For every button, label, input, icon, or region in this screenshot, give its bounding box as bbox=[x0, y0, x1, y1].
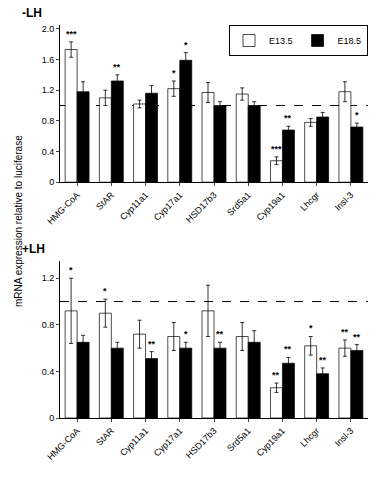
svg-text:Lhcgr: Lhcgr bbox=[298, 426, 321, 449]
svg-text:Insl-3: Insl-3 bbox=[333, 190, 356, 213]
svg-text:Cyp11a1: Cyp11a1 bbox=[118, 426, 150, 458]
svg-text:**: ** bbox=[148, 339, 156, 349]
svg-text:mRNA expression relative to lu: mRNA expression relative to luciferase bbox=[13, 135, 24, 307]
svg-text:0: 0 bbox=[49, 413, 54, 423]
svg-text:E13.5: E13.5 bbox=[269, 36, 293, 46]
svg-text:0.4: 0.4 bbox=[42, 367, 55, 377]
svg-text:0.4: 0.4 bbox=[42, 147, 55, 157]
svg-text:2.0: 2.0 bbox=[42, 24, 55, 34]
svg-text:0: 0 bbox=[49, 177, 54, 187]
svg-text:0.8: 0.8 bbox=[42, 116, 55, 126]
svg-text:**: ** bbox=[113, 62, 121, 72]
svg-text:**: ** bbox=[272, 370, 280, 380]
svg-text:Lhcgr: Lhcgr bbox=[298, 190, 321, 213]
svg-text:*: * bbox=[103, 286, 107, 296]
svg-text:Cyp19a1: Cyp19a1 bbox=[254, 426, 287, 459]
svg-text:HSD17b3: HSD17b3 bbox=[184, 190, 219, 225]
svg-text:Cyp19a1: Cyp19a1 bbox=[254, 190, 287, 223]
svg-text:**: ** bbox=[353, 332, 361, 342]
svg-text:HMG-CoA: HMG-CoA bbox=[45, 190, 81, 226]
svg-text:Cyp17a1: Cyp17a1 bbox=[152, 426, 185, 459]
svg-text:*: * bbox=[184, 329, 188, 339]
svg-text:Cyp17a1: Cyp17a1 bbox=[152, 190, 185, 223]
svg-text:**: ** bbox=[284, 344, 292, 354]
svg-text:Srd5a1: Srd5a1 bbox=[225, 190, 253, 218]
svg-text:**: ** bbox=[216, 329, 224, 339]
svg-text:Insl-3: Insl-3 bbox=[333, 426, 356, 449]
svg-text:E18.5: E18.5 bbox=[338, 36, 362, 46]
svg-text:***: *** bbox=[66, 29, 77, 39]
svg-text:StAR: StAR bbox=[94, 425, 116, 447]
svg-text:**: ** bbox=[341, 327, 349, 337]
svg-text:+LH: +LH bbox=[22, 242, 45, 256]
svg-text:*: * bbox=[184, 40, 188, 50]
svg-text:0.8: 0.8 bbox=[42, 320, 55, 330]
svg-text:*: * bbox=[69, 265, 73, 275]
svg-text:*: * bbox=[172, 68, 176, 78]
svg-text:1.2: 1.2 bbox=[42, 273, 55, 283]
svg-text:**: ** bbox=[284, 113, 292, 123]
svg-text:StAR: StAR bbox=[94, 190, 116, 212]
svg-text:**: ** bbox=[319, 355, 327, 365]
svg-text:HSD17b3: HSD17b3 bbox=[184, 426, 219, 461]
svg-text:Cyp11a1: Cyp11a1 bbox=[118, 190, 150, 222]
svg-text:HMG-CoA: HMG-CoA bbox=[45, 426, 81, 462]
svg-text:*: * bbox=[355, 110, 359, 120]
svg-text:*: * bbox=[309, 323, 313, 333]
svg-text:Srd5a1: Srd5a1 bbox=[225, 426, 253, 454]
svg-text:1.2: 1.2 bbox=[42, 85, 55, 95]
svg-text:***: *** bbox=[271, 144, 282, 154]
svg-text:-LH: -LH bbox=[22, 6, 42, 20]
svg-text:1.6: 1.6 bbox=[42, 55, 55, 65]
